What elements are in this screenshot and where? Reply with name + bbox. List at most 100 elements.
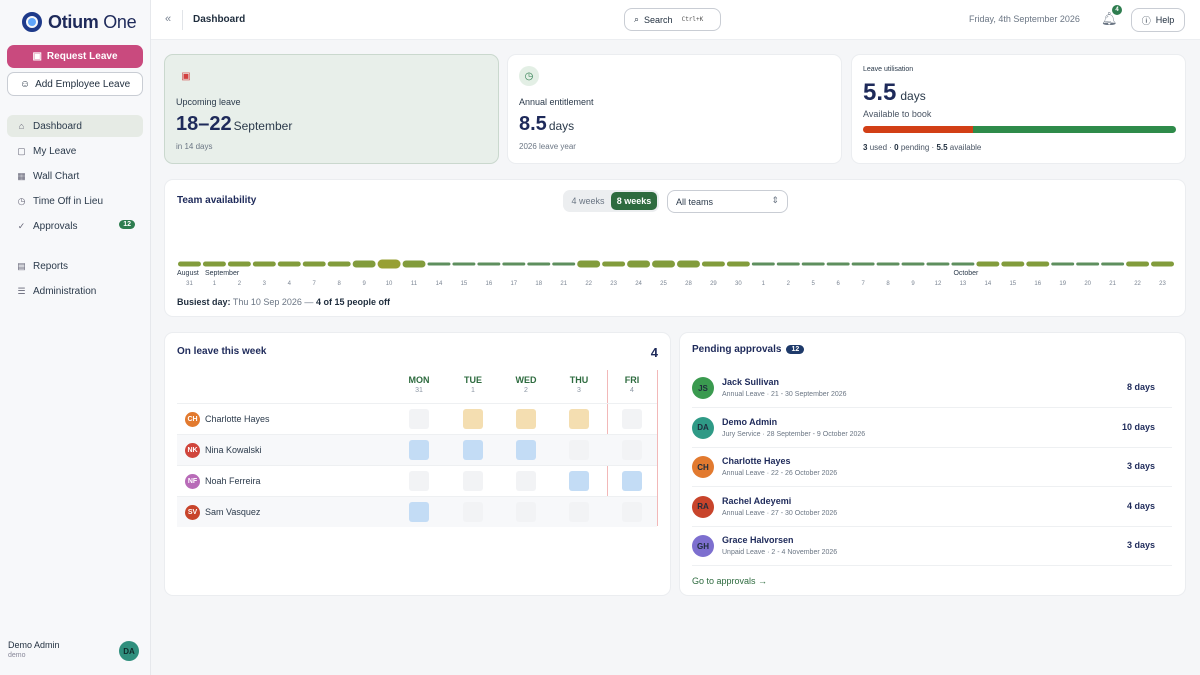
team-select[interactable]: All teams ⇕: [667, 190, 788, 213]
leave-cell[interactable]: [569, 440, 589, 460]
utilisation-card: Leave utilisation 5.5 days Available to b…: [851, 54, 1186, 164]
search-button[interactable]: ⌕ Search Ctrl+K: [624, 8, 721, 31]
utilisation-unit: days: [900, 89, 926, 103]
availability-bar[interactable]: [627, 260, 651, 268]
availability-bar[interactable]: [352, 260, 376, 268]
availability-bar[interactable]: [527, 262, 551, 266]
range-toggle: 4 weeks 8 weeks: [563, 190, 659, 212]
availability-bar[interactable]: [602, 261, 626, 267]
leave-cell[interactable]: [463, 471, 483, 491]
availability-bar[interactable]: [577, 260, 601, 268]
list-item[interactable]: GH Grace Halvorsen Unpaid Leave · 2 - 4 No…: [692, 527, 1172, 566]
sidebar-item-dashboard[interactable]: ⌂ Dashboard: [7, 115, 143, 137]
leave-cell[interactable]: [569, 471, 589, 491]
table-row[interactable]: NF Noah Ferreira: [177, 465, 657, 496]
availability-bar[interactable]: [277, 261, 301, 267]
leave-cell[interactable]: [622, 440, 642, 460]
list-item[interactable]: DA Demo Admin Jury Service · 28 September …: [692, 409, 1172, 448]
availability-bar[interactable]: [1151, 261, 1174, 267]
availability-bar[interactable]: [452, 262, 476, 266]
availability-bar[interactable]: [377, 259, 401, 269]
availability-bar[interactable]: [227, 261, 251, 267]
availability-bar[interactable]: [901, 262, 925, 266]
availability-bar[interactable]: [951, 262, 975, 266]
list-item[interactable]: CH Charlotte Hayes Annual Leave · 22 - 26 …: [692, 448, 1172, 487]
availability-bar[interactable]: [1026, 261, 1050, 267]
leave-cell[interactable]: [516, 471, 536, 491]
tick-label: 9: [911, 281, 915, 287]
availability-bar[interactable]: [178, 261, 201, 267]
sidebar-item-approvals[interactable]: ✓ Approvals 12: [7, 215, 143, 237]
leave-cell[interactable]: [516, 440, 536, 460]
availability-bar[interactable]: [751, 262, 775, 266]
availability-bar[interactable]: [826, 262, 850, 266]
leave-cell[interactable]: [569, 409, 589, 429]
bell-icon[interactable]: 🔔︎: [1101, 11, 1118, 26]
availability-bar[interactable]: [1076, 262, 1100, 266]
availability-bar[interactable]: [552, 262, 576, 266]
leave-cell[interactable]: [463, 502, 483, 522]
availability-bar[interactable]: [851, 262, 875, 266]
availability-bar[interactable]: [976, 261, 1000, 267]
leave-cell[interactable]: [409, 440, 429, 460]
tick-label: 1: [762, 281, 766, 287]
availability-bar[interactable]: [502, 262, 526, 266]
leave-cell[interactable]: [409, 471, 429, 491]
leave-cell[interactable]: [409, 502, 429, 522]
sidebar-item-wall-chart[interactable]: ▦ Wall Chart: [7, 165, 143, 187]
app-logo[interactable]: Otium One: [22, 10, 137, 34]
availability-bar[interactable]: [1001, 261, 1025, 267]
topbar: « Dashboard ⌕ Search Ctrl+K Friday, 4th …: [151, 0, 1200, 40]
availability-bar[interactable]: [801, 262, 825, 266]
table-row[interactable]: SV Sam Vasquez: [177, 496, 657, 527]
leave-cell[interactable]: [622, 471, 642, 491]
sidebar-item-my-leave[interactable]: ▢ My Leave: [7, 140, 143, 162]
table-row[interactable]: NK Nina Kowalski: [177, 434, 657, 465]
availability-bar[interactable]: [776, 262, 800, 266]
leave-cell[interactable]: [463, 409, 483, 429]
upcoming-leave-card[interactable]: ▣ Upcoming leave 18–22 September in 14 da…: [164, 54, 499, 164]
availability-bar[interactable]: [302, 261, 326, 267]
sidebar-item-time-off-in-lieu[interactable]: ◷ Time Off in Lieu: [7, 190, 143, 212]
leave-cell[interactable]: [463, 440, 483, 460]
tick-label: 10: [386, 281, 393, 287]
table-row[interactable]: CH Charlotte Hayes: [177, 403, 657, 434]
availability-bar[interactable]: [926, 262, 950, 266]
availability-bar[interactable]: [252, 261, 276, 267]
availability-bar[interactable]: [1051, 262, 1075, 266]
toggle-8-weeks[interactable]: 8 weeks: [611, 192, 657, 210]
leave-cell[interactable]: [516, 409, 536, 429]
availability-bar[interactable]: [1101, 262, 1125, 266]
document-icon: ▤: [17, 260, 26, 271]
availability-bar[interactable]: [1126, 261, 1150, 267]
leave-cell[interactable]: [569, 502, 589, 522]
availability-bar[interactable]: [726, 261, 750, 267]
help-button[interactable]: ⓘ Help: [1131, 8, 1185, 32]
list-item[interactable]: RA Rachel Adeyemi Annual Leave · 27 - 30 O…: [692, 488, 1172, 527]
toggle-4-weeks[interactable]: 4 weeks: [571, 196, 605, 206]
leave-cell[interactable]: [516, 502, 536, 522]
go-to-approvals-link[interactable]: Go to approvals →: [692, 576, 768, 586]
sidebar-item-label: My Leave: [33, 145, 77, 157]
availability-bar[interactable]: [677, 260, 700, 268]
list-item[interactable]: JS Jack Sullivan Annual Leave · 21 - 30 Se…: [692, 369, 1172, 408]
leave-cell[interactable]: [622, 502, 642, 522]
collapse-sidebar-icon[interactable]: «: [165, 13, 172, 25]
availability-bar[interactable]: [652, 260, 675, 268]
availability-bar[interactable]: [402, 260, 426, 268]
sidebar-item-reports[interactable]: ▤ Reports: [7, 255, 143, 277]
tick-label: 2: [787, 281, 791, 287]
availability-bar[interactable]: [477, 262, 501, 266]
availability-bar[interactable]: [202, 261, 226, 267]
availability-bar[interactable]: [701, 261, 725, 267]
availability-bar[interactable]: [327, 261, 351, 267]
sidebar-item-administration[interactable]: ☰ Administration: [7, 280, 143, 302]
leave-cell[interactable]: [622, 409, 642, 429]
add-employee-leave-button[interactable]: ☺ Add Employee Leave: [7, 72, 143, 96]
user-profile[interactable]: Demo Admin demo DA: [8, 640, 143, 664]
leave-cell[interactable]: [409, 409, 429, 429]
availability-bar[interactable]: [427, 262, 451, 266]
day-name: TUE: [464, 375, 482, 385]
request-leave-button[interactable]: ▣ Request Leave: [7, 45, 143, 68]
availability-bar[interactable]: [876, 262, 900, 266]
